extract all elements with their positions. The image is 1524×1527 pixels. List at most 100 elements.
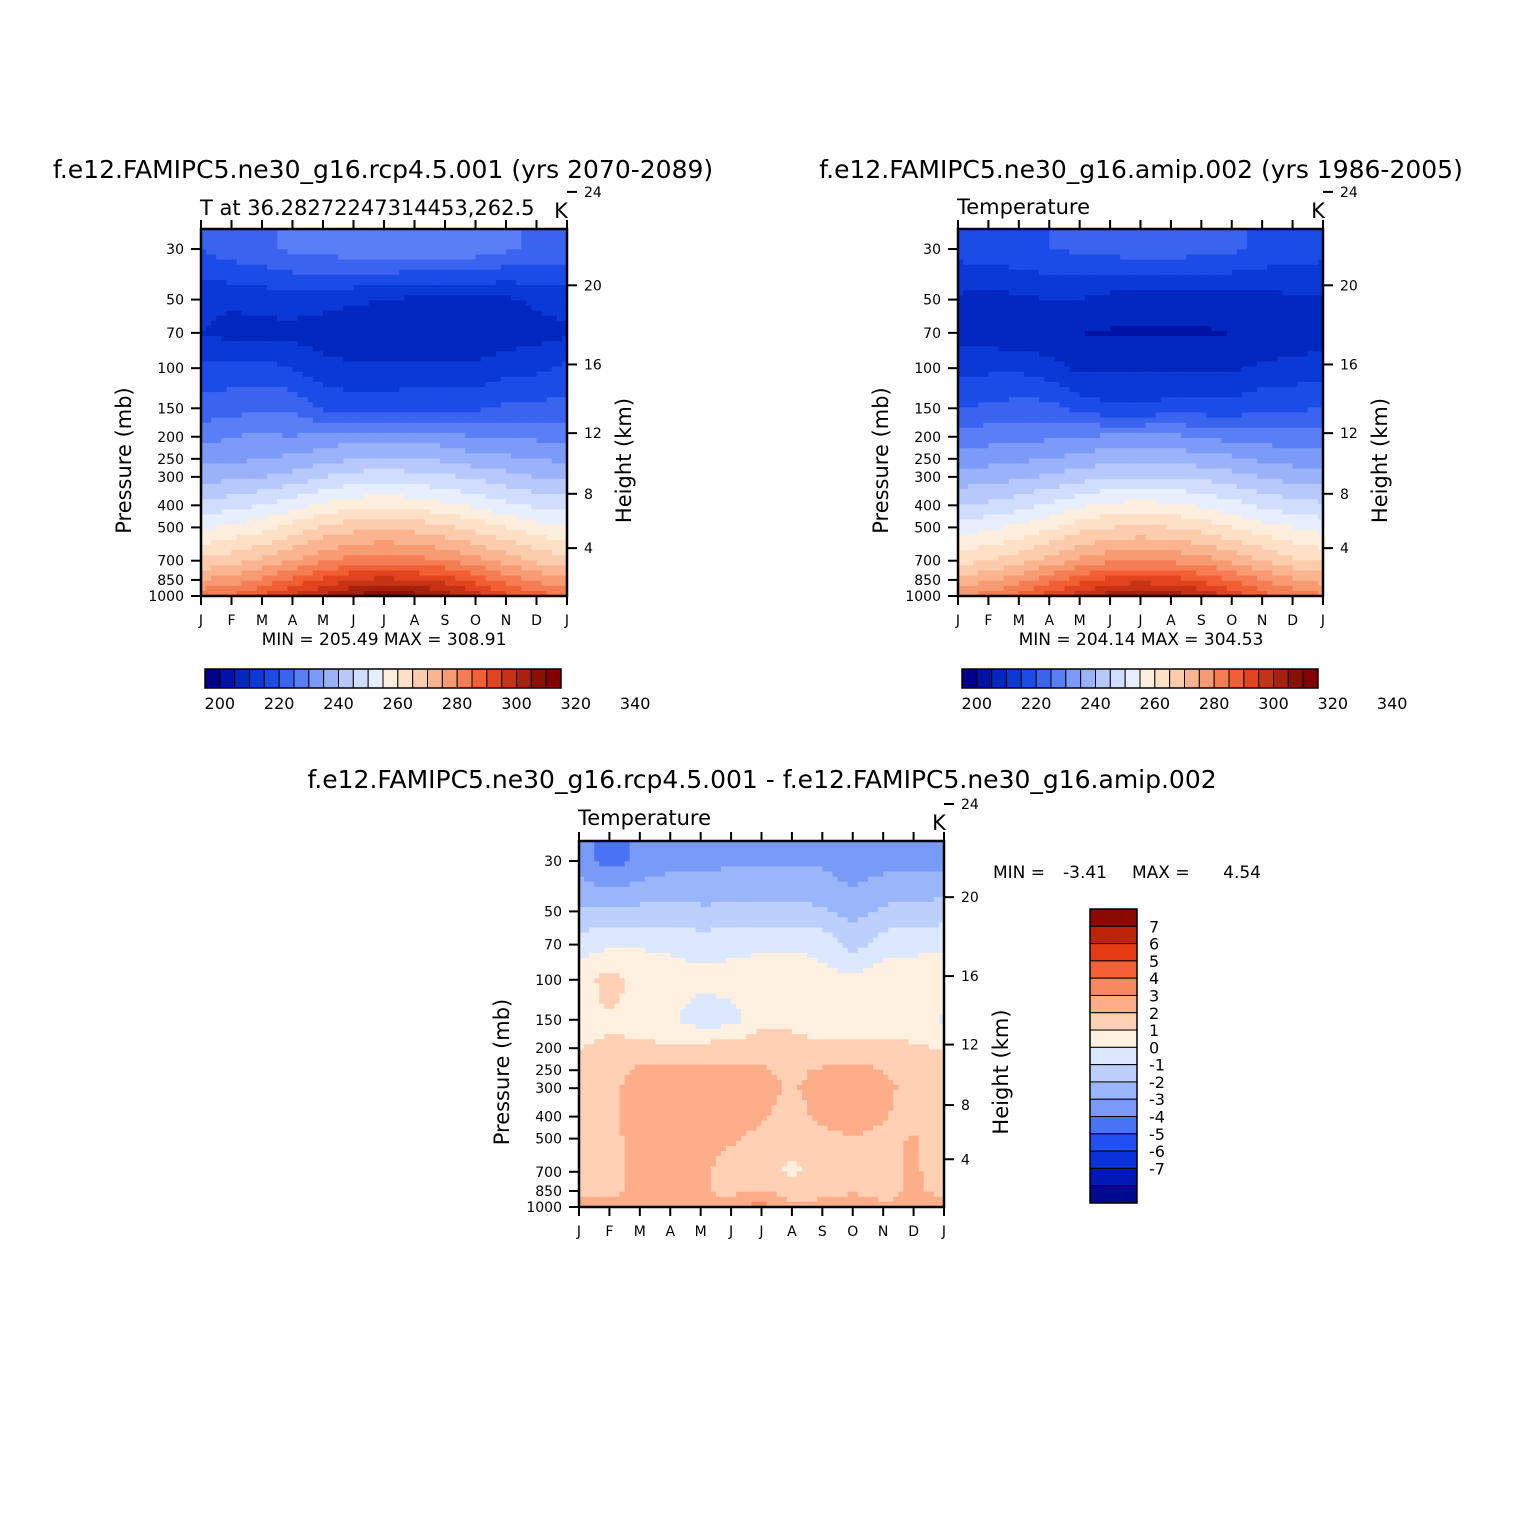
field-cell [262,295,268,301]
field-cell [226,509,233,516]
field-cell [546,315,553,322]
field-cell [246,234,253,240]
field-cell [439,539,446,546]
field-cell [429,325,436,332]
field-cell [541,550,548,556]
field-cell [221,346,228,352]
field-cell [267,545,273,551]
field-cell [511,300,517,307]
field-cell [368,285,375,291]
field-cell [287,315,294,322]
field-cell [450,366,456,373]
field-cell [272,565,278,572]
field-cell [531,336,538,342]
field-cell [424,458,431,465]
field-cell [541,575,548,582]
field-cell [231,458,238,465]
field-cell [551,351,558,358]
field-cell [445,555,451,561]
field-cell [465,244,472,250]
field-cell [470,274,477,281]
field-cell [521,432,527,439]
field-cell [536,437,543,444]
field-cell [531,371,538,378]
field-cell [378,575,385,582]
field-cell [511,453,517,459]
field-cell [419,555,426,561]
field-cell [511,545,517,551]
field-cell [546,463,553,470]
field-cell [409,560,416,567]
field-cell [409,371,416,378]
field-cell [231,407,238,414]
field-cell [470,376,477,383]
field-cell [353,478,360,485]
field-cell [343,351,350,358]
field-cell [343,468,350,475]
field-cell [526,494,533,500]
field-cell [287,458,294,465]
field-cell [363,478,370,485]
field-cell [394,279,400,286]
field-cell [404,285,411,291]
field-cell [231,325,238,332]
field-cell [246,463,253,470]
field-cell [267,269,273,276]
field-cell [389,387,395,393]
field-cell [450,560,456,567]
field-cell [282,315,289,322]
field-cell [221,483,228,490]
field-cell [277,539,283,546]
field-cell [302,565,309,572]
field-cell [378,453,385,459]
field-cell [521,499,527,505]
field-cell [536,529,543,536]
field-cell [389,392,395,398]
field-cell [368,575,375,582]
field-cell [556,509,563,516]
field-cell [358,504,365,510]
field-cell [531,356,538,363]
field-cell [450,249,456,256]
field-cell [328,300,334,307]
field-cell [236,565,243,572]
field-cell [373,509,380,516]
field-cell [302,361,309,368]
field-cell [348,325,355,332]
field-cell [378,417,385,424]
field-cell [262,407,268,414]
field-cell [328,545,334,551]
field-cell [272,330,278,337]
field-cell [201,341,207,347]
field-cell [455,488,461,495]
field-cell [409,453,416,459]
field-cell [267,443,273,449]
field-cell [389,254,395,261]
field-cell [470,555,477,561]
field-cell [343,234,350,240]
field-cell [323,259,329,266]
field-cell [389,346,395,352]
field-cell [353,570,360,577]
field-cell [267,473,273,480]
field-cell [429,285,436,291]
field-cell [353,320,360,327]
field-cell [506,494,512,500]
field-cell [506,514,512,521]
field-cell [211,437,217,444]
field-cell [531,229,538,235]
field-cell [338,387,344,393]
field-cell [206,279,212,286]
field-cell [307,264,314,271]
field-cell [389,473,395,480]
field-cell [490,575,497,582]
field-cell [292,422,299,429]
field-cell [434,437,441,444]
field-cell [384,539,390,546]
field-cell [353,565,360,572]
field-cell [511,351,517,358]
field-cell [384,545,390,551]
field-cell [561,545,567,551]
field-cell [292,274,299,281]
field-cell [343,417,350,424]
